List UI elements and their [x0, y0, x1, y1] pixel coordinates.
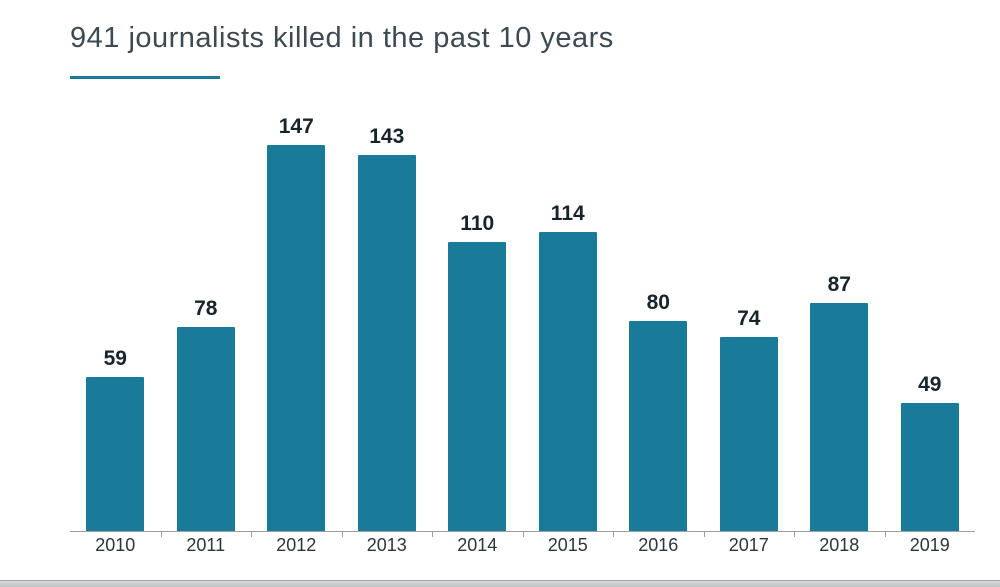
bar-slot: 114 — [523, 110, 614, 532]
bar — [901, 403, 959, 532]
x-axis-tick — [704, 532, 705, 537]
x-axis-tick — [523, 532, 524, 537]
x-axis-label: 2015 — [523, 535, 614, 557]
bar-slot: 80 — [613, 110, 704, 532]
bar-value-label: 78 — [194, 297, 217, 321]
bar-value-label: 110 — [460, 212, 494, 236]
bar-value-label: 143 — [369, 125, 404, 149]
title-underline — [70, 76, 220, 79]
bar-slot: 49 — [885, 110, 976, 532]
bar-slot: 78 — [161, 110, 252, 532]
bar-value-label: 147 — [279, 115, 314, 139]
bar-value-label: 49 — [918, 373, 941, 397]
x-axis-label: 2013 — [342, 535, 433, 557]
bars-container: 59 78 147 143 110 114 80 74 87 49 — [70, 110, 975, 532]
bar-slot: 147 — [251, 110, 342, 532]
bar — [86, 377, 144, 532]
window-bottom-border — [0, 580, 1000, 587]
bar — [267, 145, 325, 532]
bar-slot: 74 — [704, 110, 795, 532]
chart-area: 597814714311011480748749 201020112012201… — [70, 110, 975, 557]
x-axis-label: 2010 — [70, 535, 161, 557]
bar-slot: 59 — [70, 110, 161, 532]
x-axis-label: 2018 — [794, 535, 885, 557]
bar-value-label: 114 — [551, 202, 585, 226]
x-axis-tick — [161, 532, 162, 537]
bar-value-label: 87 — [828, 273, 851, 297]
bar — [720, 337, 778, 532]
bar-value-label: 59 — [104, 347, 127, 371]
bar — [629, 321, 687, 532]
x-axis-tick — [432, 532, 433, 537]
bar — [358, 155, 416, 532]
bar — [539, 232, 597, 532]
x-axis-label: 2012 — [251, 535, 342, 557]
x-axis-label: 2019 — [885, 535, 976, 557]
chart-title: 941 journalists killed in the past 10 ye… — [70, 22, 614, 55]
x-axis-label: 2011 — [161, 535, 252, 557]
bar — [177, 327, 235, 532]
x-axis-label: 2017 — [704, 535, 795, 557]
bar-value-label: 74 — [737, 307, 760, 331]
x-axis-tick — [613, 532, 614, 537]
bar-slot: 143 — [342, 110, 433, 532]
bar-slot: 87 — [794, 110, 885, 532]
x-axis-tick — [251, 532, 252, 537]
bar — [448, 242, 506, 532]
bar-value-label: 80 — [647, 291, 670, 315]
x-labels-container: 2010201120122013201420152016201720182019 — [70, 535, 975, 557]
x-axis-label: 2014 — [432, 535, 523, 557]
x-axis-label: 2016 — [613, 535, 704, 557]
page: 941 journalists killed in the past 10 ye… — [0, 0, 1000, 587]
bar-slot: 110 — [432, 110, 523, 532]
x-axis-tick — [794, 532, 795, 537]
bar — [810, 303, 868, 532]
x-axis-tick — [885, 532, 886, 537]
x-axis-tick — [342, 532, 343, 537]
